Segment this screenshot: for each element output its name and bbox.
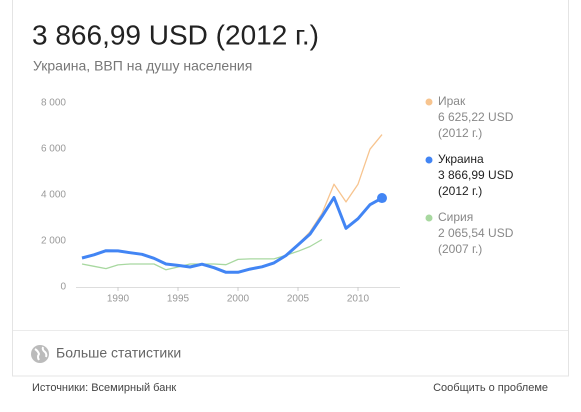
source: Источники: Всемирный банк xyxy=(32,382,176,394)
legend-dot xyxy=(425,214,433,222)
more-link[interactable]: Больше статистики xyxy=(56,345,181,361)
x-tick-label: 2010 xyxy=(347,294,370,305)
more-stats[interactable]: Больше статистики xyxy=(31,345,181,363)
x-tick-label: 2000 xyxy=(227,294,250,305)
y-tick-label: 8 000 xyxy=(41,98,66,109)
title: 3 866,99 USD (2012 г.) xyxy=(32,19,319,50)
x-tick-label: 2005 xyxy=(287,294,310,305)
y-tick-label: 0 xyxy=(60,282,66,293)
legend-name: Ирак xyxy=(438,94,466,108)
subtitle: Украина, ВВП на душу населения xyxy=(33,58,252,74)
legend-name: Украина xyxy=(438,152,484,166)
legend-value: 6 625,22 USD xyxy=(438,110,514,124)
legend-dot xyxy=(425,98,433,106)
y-tick-label: 6 000 xyxy=(41,144,66,155)
x-tick-label: 1995 xyxy=(167,294,190,305)
end-point xyxy=(377,193,387,204)
legend-name: Сирия xyxy=(438,210,473,224)
y-tick-label: 2 000 xyxy=(41,236,66,247)
legend-value: 3 866,99 USD xyxy=(438,168,514,182)
report-link[interactable]: Сообщить о проблеме xyxy=(433,382,548,394)
x-tick-label: 1990 xyxy=(107,294,130,305)
globe-detail xyxy=(34,346,48,361)
legend-value: 2 065,54 USD xyxy=(438,226,514,240)
card xyxy=(12,0,569,377)
y-tick-label: 4 000 xyxy=(41,190,66,201)
legend-year: (2007 г.) xyxy=(438,242,482,256)
legend-year: (2012 г.) xyxy=(438,184,482,198)
legend-year: (2012 г.) xyxy=(438,126,482,140)
legend-dot xyxy=(425,156,433,164)
series-line xyxy=(81,196,383,274)
